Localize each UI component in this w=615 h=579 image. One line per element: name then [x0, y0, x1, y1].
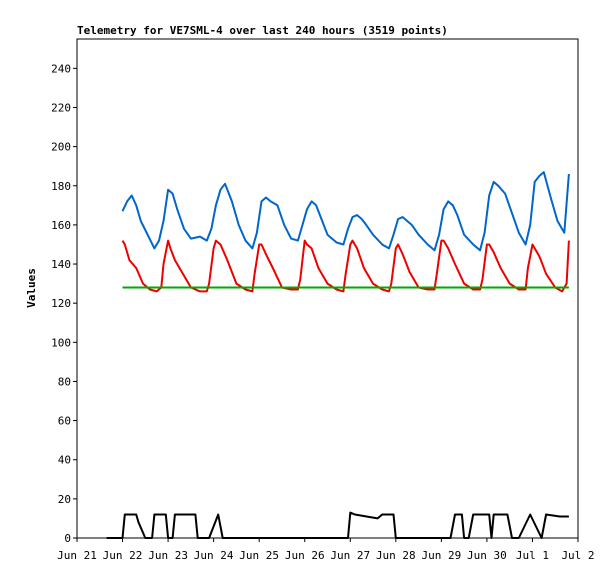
x-tick-label: Jun 21 [57, 549, 97, 562]
x-tick-label: Jun 25 [239, 549, 279, 562]
x-tick-label: Jun 23 [148, 549, 188, 562]
y-tick-label: 0 [64, 532, 71, 545]
x-tick-label: Jun 28 [376, 549, 416, 562]
x-tick-label: Jun 24 [194, 549, 234, 562]
x-tick-label: Jun 29 [421, 549, 461, 562]
chart-title: Telemetry for VE7SML-4 over last 240 hou… [77, 24, 448, 37]
x-tick-label: Jun 22 [103, 549, 143, 562]
y-tick-label: 100 [51, 336, 71, 349]
y-tick-label: 240 [51, 62, 71, 75]
y-tick-label: 20 [58, 493, 71, 506]
series-line-3 [106, 511, 569, 539]
x-axis: Jun 21 Jun 22 Jun 23 Jun 24 Jun 25 Jun 26 Jun … [57, 538, 595, 562]
y-tick-label: 80 [58, 375, 71, 388]
series-line-0 [121, 171, 570, 252]
y-tick-label: 220 [51, 101, 71, 114]
x-tick-label: Jun 26 [285, 549, 325, 562]
y-tick-label: 120 [51, 297, 71, 310]
x-tick-label: Jul 2 [561, 549, 594, 562]
y-tick-label: 180 [51, 180, 71, 193]
y-tick-label: 60 [58, 415, 71, 428]
y-tick-label: 200 [51, 141, 71, 154]
x-tick-label: Jun 27 [330, 549, 370, 562]
x-tick-label: Jul 1 [516, 549, 549, 562]
y-axis-label: Values [25, 268, 38, 308]
y-tick-label: 160 [51, 219, 71, 232]
x-tick-label: Jun 30 [467, 549, 507, 562]
y-tick-label: 40 [58, 454, 71, 467]
y-tick-label: 140 [51, 258, 71, 271]
series-layer [106, 171, 570, 539]
y-axis: 0 20 40 60 80 100 120 140 160 180 200 220 240 [51, 62, 77, 545]
series-line-1 [121, 239, 570, 293]
